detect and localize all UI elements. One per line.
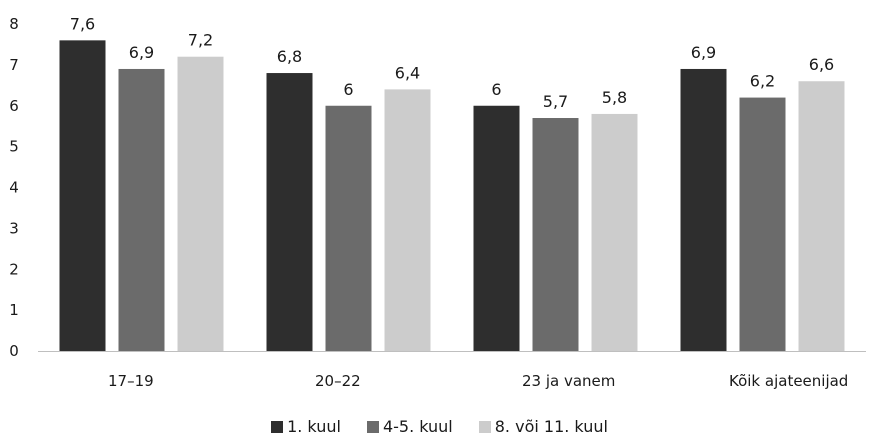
data-label: 6,6 xyxy=(809,55,834,74)
bar-chart: 0 1 2 3 4 5 6 7 8 7,6 6,9 7,2 6,8 6 6,4 6 5,7 5,8 6,9 6,2 6… xyxy=(9,14,866,390)
data-label: 7,6 xyxy=(70,14,95,33)
bar xyxy=(532,118,579,351)
bar xyxy=(266,73,313,352)
legend-item-series-2: 4-5. kuul xyxy=(366,417,453,436)
legend-item-series-3: 8. või 11. kuul xyxy=(478,417,608,436)
legend-swatch-series-3 xyxy=(478,420,491,433)
y-tick-label: 2 xyxy=(9,260,19,278)
data-label: 6,8 xyxy=(277,47,302,66)
category-label: Kõik ajateenijad xyxy=(729,372,848,390)
data-label: 7,2 xyxy=(188,31,213,50)
bar xyxy=(591,113,638,351)
bar xyxy=(798,81,845,351)
category-labels: 17–19 20–22 23 ja vanem Kõik ajateenijad xyxy=(108,372,848,390)
data-label: 6,9 xyxy=(691,43,716,62)
y-axis: 0 1 2 3 4 5 6 7 8 xyxy=(9,15,19,360)
bar xyxy=(473,105,520,351)
y-tick-label: 5 xyxy=(9,138,19,156)
legend-label-series-2: 4-5. kuul xyxy=(382,417,453,436)
legend-item-series-1: 1. kuul xyxy=(271,417,341,436)
data-label: 6 xyxy=(343,80,353,99)
y-tick-label: 7 xyxy=(9,56,19,74)
bar xyxy=(384,89,431,352)
data-label: 6,4 xyxy=(395,63,420,82)
bar xyxy=(59,40,106,351)
data-label: 6,9 xyxy=(129,43,154,62)
data-label: 6 xyxy=(491,80,501,99)
legend-swatch-series-2 xyxy=(366,420,379,433)
legend: 1. kuul 4-5. kuul 8. või 11. kuul xyxy=(0,417,879,436)
y-tick-label: 3 xyxy=(9,219,19,237)
bars xyxy=(59,40,845,352)
bar xyxy=(739,97,786,351)
data-label: 6,2 xyxy=(750,72,775,91)
bar xyxy=(177,56,224,351)
y-tick-label: 8 xyxy=(9,15,19,33)
category-label: 17–19 xyxy=(108,372,154,390)
legend-swatch-series-1 xyxy=(271,420,284,433)
bar xyxy=(118,68,165,352)
data-labels: 7,6 6,9 7,2 6,8 6 6,4 6 5,7 5,8 6,9 6,2 6,6 xyxy=(70,14,834,111)
category-label: 20–22 xyxy=(315,372,361,390)
y-tick-label: 1 xyxy=(9,301,19,319)
data-label: 5,7 xyxy=(543,92,568,111)
y-tick-label: 0 xyxy=(9,342,19,360)
bar xyxy=(325,105,372,351)
bar xyxy=(680,68,727,352)
legend-label-series-1: 1. kuul xyxy=(287,417,341,436)
legend-label-series-3: 8. või 11. kuul xyxy=(494,417,608,436)
data-label: 5,8 xyxy=(602,88,627,107)
y-tick-label: 6 xyxy=(9,97,19,115)
y-tick-label: 4 xyxy=(9,179,19,197)
category-label: 23 ja vanem xyxy=(522,372,615,390)
